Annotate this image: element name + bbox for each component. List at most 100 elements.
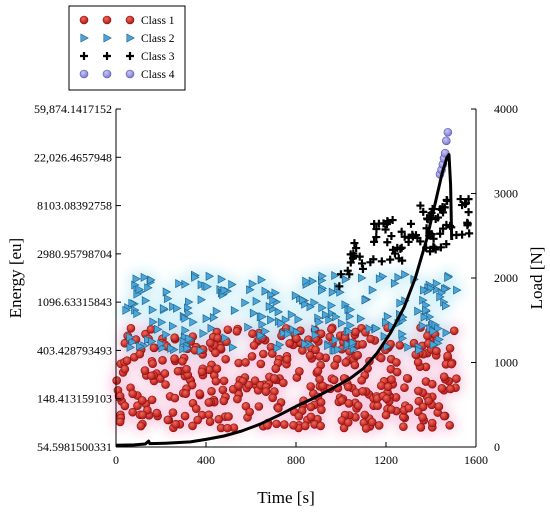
class-2-point [415, 345, 424, 355]
class-2-point [256, 330, 266, 340]
class-1-point [245, 407, 254, 417]
class-2-point [179, 344, 188, 354]
class-1-point [418, 413, 427, 422]
class-1-point [182, 364, 191, 374]
class-1-point [152, 408, 162, 418]
class-1-point [353, 350, 363, 360]
class-2-point [358, 273, 367, 283]
class-3-point [438, 203, 447, 212]
class-1-point [272, 419, 281, 429]
class-1-point [279, 378, 288, 388]
class-1-point [350, 360, 360, 370]
class-1-point [112, 376, 121, 385]
class-1-point [212, 364, 222, 374]
class-1-point [337, 396, 346, 405]
class-1-point [358, 339, 367, 349]
class-2-point [169, 321, 178, 331]
class-1-point [163, 415, 173, 425]
class-1-point [205, 338, 215, 348]
class-1-point [439, 372, 449, 382]
class-2-point [294, 314, 303, 324]
class-2-point [249, 308, 259, 318]
class-1-point [247, 352, 257, 361]
class-1-point [289, 420, 298, 430]
class-1-point [178, 357, 187, 366]
class-3-point [404, 237, 413, 246]
class-1-point [452, 374, 461, 384]
legend-marker-class-1 [102, 15, 112, 25]
class-1-point [171, 419, 181, 429]
class-3-point [431, 245, 440, 254]
class-2-point [291, 291, 301, 301]
class-1-point [341, 358, 351, 367]
class-1-point [268, 393, 277, 403]
class-2-point [396, 298, 405, 308]
load-curve [115, 153, 454, 447]
class-1-point [427, 418, 437, 428]
ticks: 0 400 800 1200 1600 54.5981500331 148.41315910… [34, 102, 518, 467]
class-3-point [406, 219, 415, 228]
class-2-point [162, 330, 171, 340]
class-3-point [394, 254, 403, 263]
class-2-point [299, 295, 308, 305]
class-2-point [140, 272, 150, 282]
class-1-point [285, 339, 294, 348]
class-1-point [135, 349, 145, 359]
class-2-point [197, 346, 206, 356]
class-2-point [422, 305, 431, 315]
class-1-point [270, 374, 279, 383]
legend-marker-class-2 [80, 33, 89, 43]
class-1-point [241, 358, 250, 367]
class-2-point [277, 318, 286, 328]
class-1-point [280, 420, 289, 429]
class-3-point [352, 244, 361, 253]
class-2-point [341, 274, 351, 284]
class-3-point [372, 233, 381, 242]
class-2-point [284, 329, 293, 339]
class-1-point [317, 405, 326, 415]
class-2-point [122, 305, 131, 315]
legend-marker-class-2 [126, 33, 135, 43]
class-1-point [146, 371, 156, 381]
class-3-point [343, 266, 352, 275]
class-1-point [197, 367, 207, 377]
class-1-point [256, 359, 266, 369]
class-2-point [429, 340, 439, 350]
class-2-point [183, 343, 192, 353]
class-1-point [327, 324, 336, 334]
class-1-point [344, 399, 354, 408]
class-4-point [443, 127, 453, 137]
y-axis-title: Energy [eu] [6, 238, 25, 318]
legend-label-class-4: Class 4 [141, 69, 175, 81]
class-2-point [418, 321, 428, 331]
class-1-point [434, 402, 444, 411]
legend: Class 1 Class 2 Class 3 Class 4 [68, 5, 186, 91]
class-1-point [392, 367, 402, 377]
class-3-point [465, 229, 474, 238]
legend-label-class-2: Class 2 [141, 33, 175, 45]
class-3-point [436, 243, 445, 252]
class-1-point [300, 421, 310, 431]
class-1-point [315, 352, 324, 361]
class-3-point [346, 258, 355, 267]
class-1-point [128, 389, 137, 399]
class-1-point [138, 410, 147, 420]
class-2-point [432, 278, 442, 288]
class-3-point [396, 244, 405, 253]
class-1-point [446, 384, 455, 394]
class-1-point [254, 402, 264, 411]
class-1-point [136, 421, 146, 431]
class-2-point [441, 284, 450, 294]
class-2-point [197, 295, 206, 305]
class-1-point [343, 418, 353, 427]
class-1-point [447, 359, 456, 369]
class-1-point [188, 421, 197, 431]
class-2-point [429, 326, 438, 336]
class-2-point [321, 310, 331, 320]
class-1-point [161, 380, 170, 389]
x-tick-label: 1600 [464, 453, 488, 467]
class-2-point [203, 282, 212, 292]
class-2-point [380, 331, 390, 341]
class-1-point [361, 424, 371, 433]
class-2-point [356, 314, 366, 324]
